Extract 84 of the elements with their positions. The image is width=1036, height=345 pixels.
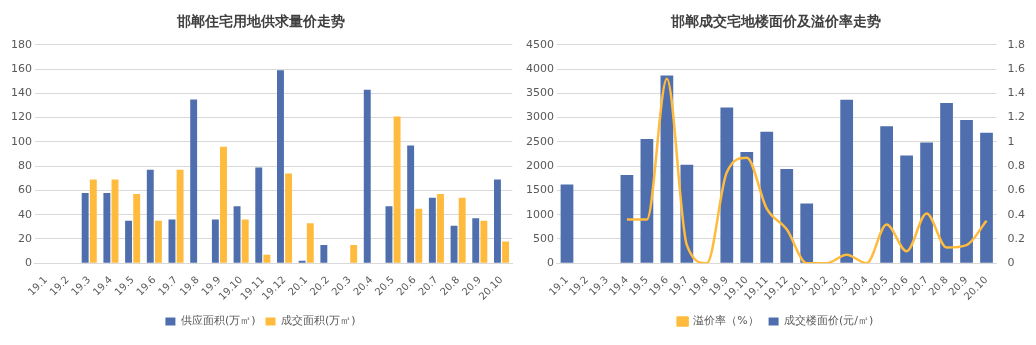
legend-label: 溢价率（%） xyxy=(693,314,759,328)
bar xyxy=(428,197,436,263)
y-tick-label: 4500 xyxy=(525,37,554,51)
y2-tick-label: 0.8 xyxy=(1007,159,1026,173)
bar xyxy=(920,142,933,263)
bar xyxy=(306,223,314,263)
chart-title: 邯郸住宅用地供求量价走势 xyxy=(175,13,345,30)
y-tick-label: 140 xyxy=(11,86,32,100)
bar xyxy=(800,203,814,263)
bar xyxy=(900,155,913,263)
bar xyxy=(480,220,488,263)
y2-tick-label: 1.2 xyxy=(1007,110,1026,124)
y-tick-label: 160 xyxy=(11,61,32,75)
bar xyxy=(760,131,774,263)
y2-tick-label: 1 xyxy=(1007,134,1015,148)
bar xyxy=(233,206,241,263)
y-tick-label: 1500 xyxy=(525,183,554,197)
y-tick-label: 2500 xyxy=(525,134,554,148)
bar xyxy=(437,194,444,263)
bar xyxy=(385,206,393,263)
y-tick-label: 40 xyxy=(18,207,32,221)
bar xyxy=(450,225,458,263)
bar xyxy=(502,241,510,263)
y-tick-label: 60 xyxy=(18,183,32,197)
bar xyxy=(263,254,271,263)
bar xyxy=(472,218,480,263)
bar xyxy=(190,99,198,263)
bar xyxy=(103,192,111,263)
bar xyxy=(146,169,154,263)
bar xyxy=(176,169,184,263)
bar xyxy=(740,152,754,263)
bar xyxy=(458,197,466,263)
bar xyxy=(277,70,284,263)
y-tick-label: 180 xyxy=(11,37,32,51)
bar xyxy=(81,192,89,263)
bar xyxy=(154,220,162,263)
bar xyxy=(125,220,133,263)
y-tick-label: 0 xyxy=(546,256,554,270)
bar xyxy=(880,126,893,263)
line-series xyxy=(625,77,988,264)
bar xyxy=(241,219,249,263)
chart-title: 邯郸成交宅地楼面价及溢价率走势 xyxy=(669,13,881,30)
y-tick-label: 3000 xyxy=(525,110,554,124)
y2-tick-label: 1.8 xyxy=(1007,37,1026,51)
bar xyxy=(720,107,734,263)
bar xyxy=(980,132,993,263)
bar xyxy=(133,194,141,263)
bar xyxy=(255,167,263,263)
bar xyxy=(285,173,293,263)
y-tick-label: 120 xyxy=(11,110,32,124)
bar xyxy=(220,146,227,263)
y-tick-label: 0 xyxy=(25,256,32,270)
y-tick-label: 2000 xyxy=(525,159,554,173)
y-tick-label: 3500 xyxy=(525,86,554,100)
bar xyxy=(940,103,953,263)
y2-tick-label: 0.4 xyxy=(1007,207,1026,221)
bar xyxy=(407,145,415,263)
bar xyxy=(211,219,219,263)
legend-label: 成交楼面价(元/㎡) xyxy=(784,314,874,328)
bar xyxy=(493,179,501,263)
legend-label: 成交面积(万㎡) xyxy=(281,314,356,328)
y-tick-label: 4000 xyxy=(525,61,554,75)
y2-tick-label: 1.6 xyxy=(1007,61,1026,75)
bar xyxy=(560,184,574,263)
bar xyxy=(393,116,401,263)
y2-tick-label: 0.6 xyxy=(1007,183,1026,197)
bar xyxy=(620,174,634,263)
bar xyxy=(363,89,371,263)
y-tick-label: 500 xyxy=(532,231,554,245)
bar xyxy=(350,245,358,263)
y-tick-label: 80 xyxy=(18,159,32,173)
bar xyxy=(960,120,973,263)
y2-tick-label: 0 xyxy=(1007,256,1015,270)
y2-tick-label: 1.4 xyxy=(1007,86,1026,100)
legend-label: 供应面积(万㎡) xyxy=(180,314,256,328)
bar xyxy=(89,179,97,263)
bar xyxy=(780,169,794,263)
y2-tick-label: 0.2 xyxy=(1007,231,1026,245)
bar xyxy=(840,99,854,263)
bar xyxy=(320,245,328,263)
y-tick-label: 1000 xyxy=(525,207,554,221)
y-tick-label: 20 xyxy=(18,231,32,245)
y-tick-label: 100 xyxy=(11,134,32,148)
bar xyxy=(415,208,423,263)
